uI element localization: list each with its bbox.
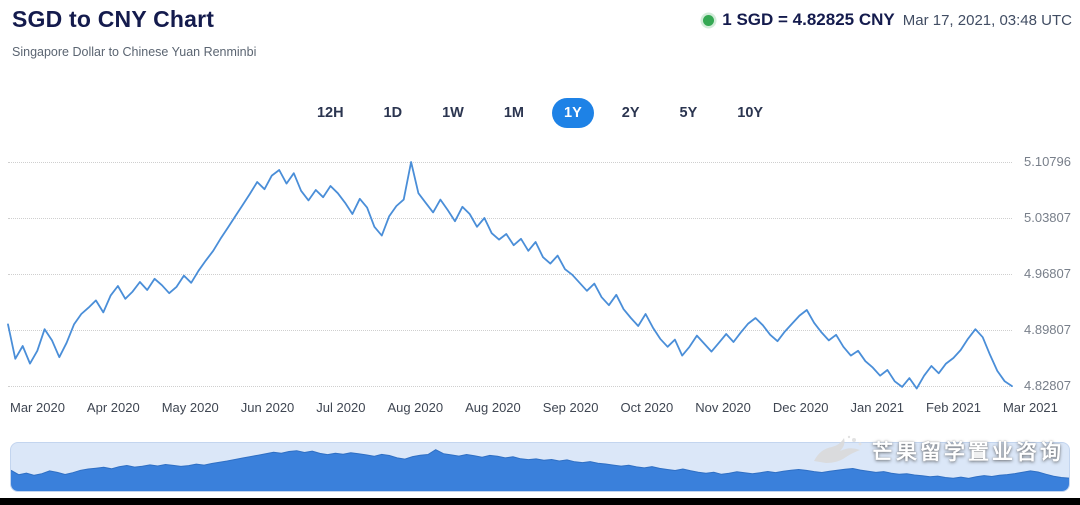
current-rate-label: 1 SGD = 4.82825 CNY xyxy=(722,10,895,29)
current-rate-block: 1 SGD = 4.82825 CNY Mar 17, 2021, 03:48 … xyxy=(703,10,1072,30)
x-axis-label: Feb 2021 xyxy=(926,400,981,415)
y-axis-label: 4.89807 xyxy=(1024,322,1071,337)
range-tab-1m[interactable]: 1M xyxy=(492,98,536,128)
price-line-chart[interactable] xyxy=(7,150,1013,395)
gridline xyxy=(8,274,1012,275)
x-axis-label: Aug 2020 xyxy=(387,400,444,415)
range-tab-2y[interactable]: 2Y xyxy=(610,98,652,128)
x-axis-label: Dec 2020 xyxy=(772,400,829,415)
gridline xyxy=(8,218,1012,219)
gridline xyxy=(8,386,1012,387)
x-axis-label: Jan 2021 xyxy=(850,400,905,415)
x-axis-label: May 2020 xyxy=(161,400,219,415)
price-chart-plot[interactable] xyxy=(7,150,1013,395)
x-axis-label: Oct 2020 xyxy=(620,400,674,415)
x-axis: Mar 2020 Apr 2020 May 2020 Jun 2020 Jul 2020… xyxy=(10,400,1058,415)
x-axis-label: Sep 2020 xyxy=(542,400,599,415)
bottom-bar xyxy=(0,498,1080,505)
navigator-area-chart[interactable] xyxy=(11,443,1069,491)
y-axis-label: 5.03807 xyxy=(1024,210,1071,225)
x-axis-label: Jun 2020 xyxy=(240,400,295,415)
x-axis-label: Nov 2020 xyxy=(695,400,751,415)
gridline xyxy=(8,162,1012,163)
range-tab-5y[interactable]: 5Y xyxy=(668,98,710,128)
range-tabs: 12H 1D 1W 1M 1Y 2Y 5Y 10Y xyxy=(0,98,1080,128)
range-tab-12h[interactable]: 12H xyxy=(305,98,356,128)
range-tab-10y[interactable]: 10Y xyxy=(725,98,775,128)
y-axis: 5.10796 5.03807 4.96807 4.89807 4.82807 xyxy=(1020,150,1080,395)
range-tab-1y[interactable]: 1Y xyxy=(552,98,594,128)
page-header: SGD to CNY Chart Singapore Dollar to Chi… xyxy=(12,6,256,59)
watermark: 芒果留学置业咨询 xyxy=(810,434,1064,468)
y-axis-label: 4.82807 xyxy=(1024,378,1071,393)
page-subtitle: Singapore Dollar to Chinese Yuan Renminb… xyxy=(12,45,257,59)
x-axis-label: Mar 2020 xyxy=(10,400,65,415)
range-tab-1w[interactable]: 1W xyxy=(430,98,476,128)
x-axis-label: Jul 2020 xyxy=(316,400,366,415)
watermark-text: 芒果留学置业咨询 xyxy=(872,441,1064,464)
x-axis-label: Aug 2020 xyxy=(465,400,521,415)
y-axis-label: 5.10796 xyxy=(1024,154,1071,169)
gridline xyxy=(8,330,1012,331)
main-chart-area: 5.10796 5.03807 4.96807 4.89807 4.82807 xyxy=(7,150,1080,395)
x-axis-label: Mar 2021 xyxy=(1002,400,1058,415)
live-indicator-icon xyxy=(703,14,715,26)
watermark-dove-logo-icon xyxy=(814,435,862,463)
y-axis-label: 4.96807 xyxy=(1024,266,1071,281)
range-tab-1d[interactable]: 1D xyxy=(372,98,415,128)
page-title: SGD to CNY Chart xyxy=(12,6,215,32)
range-navigator[interactable] xyxy=(10,442,1070,492)
x-axis-label: Apr 2020 xyxy=(86,400,140,415)
rate-timestamp: Mar 17, 2021, 03:48 UTC xyxy=(902,11,1072,29)
